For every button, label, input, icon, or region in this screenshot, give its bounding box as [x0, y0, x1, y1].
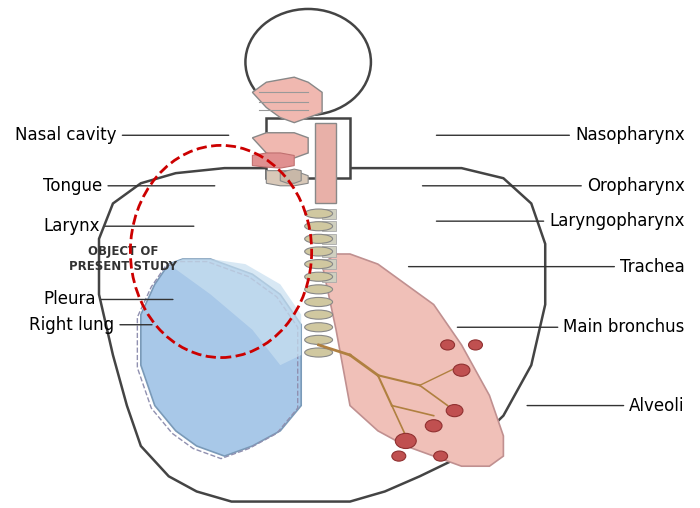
Circle shape — [434, 451, 447, 461]
Text: Tongue: Tongue — [43, 177, 215, 195]
Ellipse shape — [304, 209, 332, 218]
Circle shape — [453, 364, 470, 376]
Text: Alveoli: Alveoli — [527, 397, 685, 415]
Text: OBJECT OF
PRESENT STUDY: OBJECT OF PRESENT STUDY — [69, 245, 177, 273]
Circle shape — [446, 404, 463, 417]
Ellipse shape — [304, 298, 332, 306]
Ellipse shape — [304, 221, 332, 231]
Ellipse shape — [304, 285, 332, 294]
Circle shape — [440, 340, 454, 350]
Bar — [322, 259, 336, 269]
Ellipse shape — [304, 348, 332, 357]
Circle shape — [468, 340, 482, 350]
Text: Main bronchus: Main bronchus — [457, 318, 685, 336]
Text: Trachea: Trachea — [409, 258, 685, 276]
Polygon shape — [253, 77, 322, 122]
Polygon shape — [99, 168, 545, 501]
Ellipse shape — [304, 260, 332, 269]
Ellipse shape — [304, 234, 332, 243]
Circle shape — [395, 433, 416, 449]
Ellipse shape — [304, 247, 332, 256]
Polygon shape — [141, 259, 301, 456]
Text: Nasopharynx: Nasopharynx — [436, 126, 685, 144]
Text: Oropharynx: Oropharynx — [423, 177, 685, 195]
Ellipse shape — [304, 310, 332, 319]
Bar — [322, 272, 336, 282]
Ellipse shape — [246, 9, 371, 115]
Ellipse shape — [304, 323, 332, 332]
Polygon shape — [280, 169, 301, 183]
Text: Pleura: Pleura — [43, 291, 173, 308]
Polygon shape — [169, 259, 301, 365]
Polygon shape — [322, 254, 503, 466]
Text: Nasal cavity: Nasal cavity — [15, 126, 229, 144]
Ellipse shape — [304, 335, 332, 344]
Bar — [322, 208, 336, 218]
Text: Larynx: Larynx — [43, 217, 194, 235]
Ellipse shape — [304, 272, 332, 281]
Bar — [322, 234, 336, 244]
Text: Right lung: Right lung — [29, 316, 152, 334]
Bar — [322, 246, 336, 257]
Polygon shape — [266, 171, 308, 186]
Polygon shape — [253, 133, 308, 158]
Circle shape — [426, 420, 442, 432]
Bar — [322, 221, 336, 231]
Polygon shape — [315, 122, 336, 204]
Polygon shape — [266, 117, 350, 178]
Text: Laryngopharynx: Laryngopharynx — [436, 212, 685, 230]
Polygon shape — [253, 153, 294, 168]
Circle shape — [392, 451, 406, 461]
